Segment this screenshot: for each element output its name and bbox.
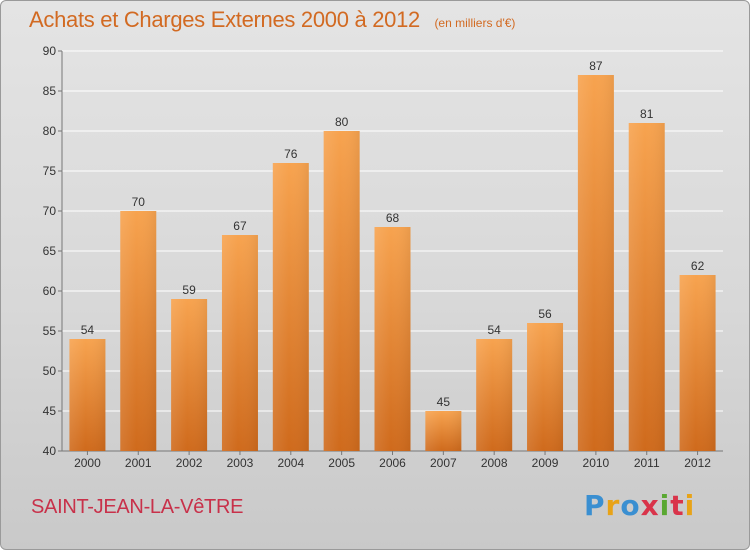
value-label-2003: 67 bbox=[233, 219, 247, 233]
y-tick-label: 75 bbox=[43, 164, 57, 178]
value-label-2001: 70 bbox=[132, 195, 146, 209]
value-label-2000: 54 bbox=[81, 323, 95, 337]
value-label-2012: 62 bbox=[691, 259, 705, 273]
value-label-2006: 68 bbox=[386, 211, 400, 225]
y-tick-label: 50 bbox=[43, 364, 57, 378]
x-tick-label-2004: 2004 bbox=[277, 456, 304, 470]
commune-name: SAINT-JEAN-LA-VêTRE bbox=[31, 496, 244, 518]
x-tick-label-2008: 2008 bbox=[481, 456, 508, 470]
x-tick-label-2003: 2003 bbox=[227, 456, 254, 470]
brand-letter: t bbox=[670, 489, 685, 522]
x-tick-label-2010: 2010 bbox=[583, 456, 610, 470]
bar-shine-2010 bbox=[577, 75, 614, 451]
brand-letter: i bbox=[684, 489, 696, 522]
bar-shine-2007 bbox=[425, 411, 462, 451]
brand-letter: i bbox=[659, 489, 671, 522]
bar-shine-2004 bbox=[272, 163, 309, 451]
value-label-2005: 80 bbox=[335, 115, 349, 129]
bar-shine-2012 bbox=[679, 275, 716, 451]
brand-letter: P bbox=[584, 489, 606, 522]
brand-letter: x bbox=[640, 489, 660, 522]
y-tick-label: 45 bbox=[43, 404, 57, 418]
x-tick-label-2001: 2001 bbox=[125, 456, 152, 470]
bar-shine-2008 bbox=[476, 339, 513, 451]
brand-letter: o bbox=[620, 489, 641, 522]
value-label-2011: 81 bbox=[640, 107, 654, 121]
x-tick-label-2012: 2012 bbox=[684, 456, 711, 470]
chart-subtitle: (en milliers d'€) bbox=[434, 16, 516, 30]
value-label-2008: 54 bbox=[488, 323, 502, 337]
x-tick-label-2005: 2005 bbox=[328, 456, 355, 470]
bars bbox=[69, 75, 716, 451]
x-tick-label-2011: 2011 bbox=[634, 456, 660, 470]
chart-title: Achats et Charges Externes 2000 à 2012 bbox=[29, 7, 420, 32]
y-tick-label: 85 bbox=[43, 84, 57, 98]
value-label-2010: 87 bbox=[589, 59, 603, 73]
y-tick-label: 90 bbox=[43, 44, 57, 58]
value-label-2004: 76 bbox=[284, 147, 298, 161]
y-tick-label: 55 bbox=[43, 324, 57, 338]
value-label-2002: 59 bbox=[182, 283, 196, 297]
bar-shine-2001 bbox=[120, 211, 157, 451]
x-tick-label-2000: 2000 bbox=[74, 456, 101, 470]
value-label-2007: 45 bbox=[437, 395, 451, 409]
y-tick-label: 40 bbox=[43, 444, 57, 458]
x-tick-label-2006: 2006 bbox=[379, 456, 406, 470]
y-tick-label: 80 bbox=[43, 124, 57, 138]
value-label-2009: 56 bbox=[538, 307, 552, 321]
y-tick-label: 70 bbox=[43, 204, 57, 218]
title-row: Achats et Charges Externes 2000 à 2012 (… bbox=[29, 7, 515, 33]
bar-shine-2005 bbox=[323, 131, 360, 451]
y-tick-label: 65 bbox=[43, 244, 57, 258]
bar-shine-2011 bbox=[628, 123, 665, 451]
x-tick-label-2002: 2002 bbox=[176, 456, 203, 470]
x-tick-label-2009: 2009 bbox=[532, 456, 559, 470]
bar-shine-2009 bbox=[527, 323, 564, 451]
x-tick-label-2007: 2007 bbox=[430, 456, 457, 470]
y-tick-label: 60 bbox=[43, 284, 57, 298]
brand-letter: r bbox=[605, 489, 621, 522]
bar-shine-2003 bbox=[221, 235, 258, 451]
bar-shine-2002 bbox=[171, 299, 208, 451]
bar-shine-2006 bbox=[374, 227, 411, 451]
bar-shine-2000 bbox=[69, 339, 106, 451]
proxiti-logo: Proxiti bbox=[584, 489, 695, 522]
labels: 40 45 50 55 60 65 70 75 80 85 90 54 2000 70 2001 59 2002… bbox=[43, 44, 712, 470]
